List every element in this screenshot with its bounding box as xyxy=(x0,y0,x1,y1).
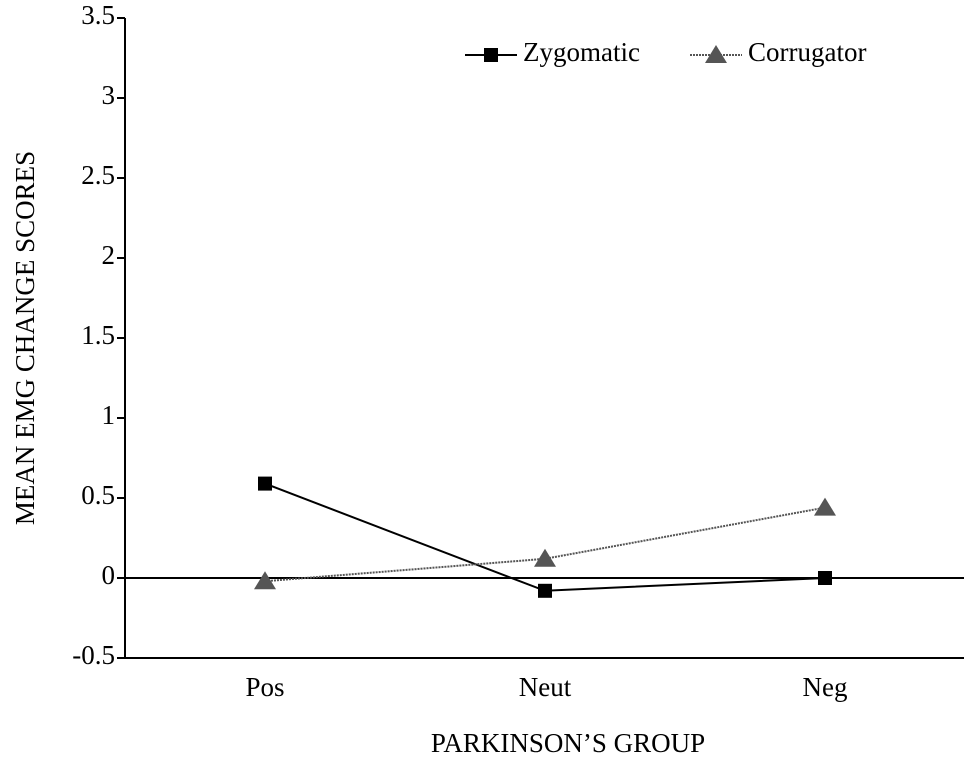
marker xyxy=(534,548,556,567)
y-tick-label: 0.5 xyxy=(81,480,115,510)
x-axis-label: PARKINSON’S GROUP xyxy=(431,728,705,758)
y-tick-label: 2 xyxy=(102,240,116,270)
marker xyxy=(538,583,552,598)
y-tick-label: 1 xyxy=(102,400,116,430)
y-axis-label: MEAN EMG CHANGE SCORES xyxy=(10,151,40,525)
marker xyxy=(814,497,836,516)
marker xyxy=(818,571,832,585)
y-tick-label: 2.5 xyxy=(81,160,115,190)
x-tick-label: Neg xyxy=(803,672,848,702)
y-tick-label: 0 xyxy=(102,560,116,590)
y-tick-label: 1.5 xyxy=(81,320,115,350)
y-tick-label: -0.5 xyxy=(72,640,115,670)
legend-label: Corrugator xyxy=(748,37,866,67)
marker xyxy=(484,48,498,62)
legend-label: Zygomatic xyxy=(523,37,640,67)
marker xyxy=(705,45,727,63)
y-tick-label: 3 xyxy=(102,80,116,110)
series-line xyxy=(264,506,826,583)
marker xyxy=(258,476,272,491)
y-tick-label: 3.5 xyxy=(81,0,115,30)
x-tick-label: Neut xyxy=(519,672,572,702)
marker xyxy=(254,571,276,590)
x-tick-label: Pos xyxy=(245,672,284,702)
